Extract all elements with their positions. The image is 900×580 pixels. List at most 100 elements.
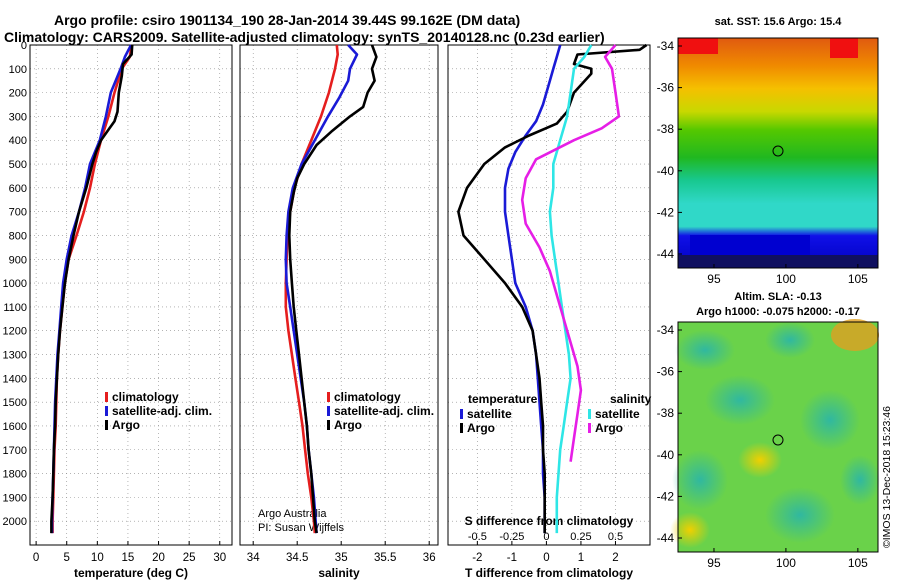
x-tick-label: 0 [543, 552, 549, 564]
y-tick-label: 1600 [3, 421, 27, 433]
y-tick-label: 1300 [3, 350, 27, 362]
x2-tick-label: 0 [543, 531, 549, 543]
x-tick-label: 5 [64, 552, 70, 564]
plot-frame [239, 44, 439, 546]
legend-label: climatology [334, 390, 401, 404]
annotation-line-1: Argo Australia [258, 508, 327, 520]
legend-swatch [105, 392, 108, 402]
y-tick-label: 900 [9, 254, 27, 266]
x-tick-label: 20 [152, 552, 165, 564]
map-y-tick-label: -44 [657, 247, 675, 261]
y-tick-label: 1500 [3, 397, 27, 409]
sst-map-title: sat. SST: 15.6 Argo: 15.4 [715, 16, 843, 28]
legend-label: Argo [334, 418, 362, 432]
legend-label: climatology [112, 390, 179, 404]
annotation-line-2: PI: Susan Wijffels [258, 522, 344, 534]
sla-map-frame [677, 321, 879, 553]
x-tick-label: -2 [472, 552, 482, 564]
series-line-argo [50, 44, 134, 534]
y-tick-label: 200 [9, 88, 27, 100]
panel-salinity: 34 34.5 35 35.5 36 salinity climatologysatelli… [239, 44, 439, 580]
sla-blob [738, 442, 782, 478]
map-y-tick-label: -42 [657, 489, 675, 503]
x-axis-label: temperature (deg C) [74, 566, 188, 580]
x-tick-label: 10 [91, 552, 104, 564]
y-tick-label: 1400 [3, 373, 27, 385]
sst-field [678, 38, 878, 268]
series-line-temperature-argo [457, 43, 648, 534]
title-line-2: Climatology: CARS2009. Satellite-adjuste… [4, 29, 605, 45]
x-tick-label: 2 [612, 552, 618, 564]
legend-swatch [105, 406, 108, 416]
legend-label: Argo [467, 421, 495, 435]
legend-title-salinity: salinity [610, 392, 652, 406]
y-tick-label: 0 [21, 40, 27, 52]
y-tick-label: 2000 [3, 516, 27, 528]
y-tick-label: 100 [9, 64, 27, 76]
y-tick-label: 1000 [3, 278, 27, 290]
legend-swatch [588, 409, 591, 419]
x-tick-label: 1 [578, 552, 584, 564]
x-tick-label: 34.5 [286, 552, 308, 564]
legend-label: satellite-adj. clim. [334, 404, 434, 418]
copyright-stamp: ©IMOS 13-Dec-2018 15:23:46 [881, 406, 893, 548]
legend-swatch [327, 406, 330, 416]
sst-map-frame [677, 37, 879, 269]
x-tick-label: 25 [183, 552, 196, 564]
map-y-tick-label: -38 [657, 122, 675, 136]
y-tick-label: 300 [9, 111, 27, 123]
y-tick-label: 1200 [3, 326, 27, 338]
sla-blob [840, 455, 880, 505]
sla-blob [765, 322, 815, 358]
sla-blob [800, 390, 860, 450]
panel-temperature: 0 5 10 15 20 25 300100200300400500600700800900… [3, 40, 233, 580]
x-tick-label: 0 [33, 552, 39, 564]
x-tick-label: 15 [122, 552, 135, 564]
series-line-salinity-argo [520, 44, 621, 462]
sst-cold-patch [690, 235, 810, 255]
sla-blob [670, 512, 710, 548]
legend-label: Argo [112, 418, 140, 432]
legend-label: satellite [467, 407, 512, 421]
x-tick-label: 35.5 [374, 552, 396, 564]
map-x-tick-label: 100 [776, 556, 796, 570]
x2-tick-label: -0.5 [468, 531, 487, 543]
sla-blob [675, 330, 735, 370]
sst-map: sat. SST: 15.6 Argo: 15.4 95 100 105 -34 -36… [657, 16, 879, 286]
map-y-tick-label: -38 [657, 406, 675, 420]
sla-blob [672, 450, 728, 510]
map-y-tick-label: -34 [657, 323, 675, 337]
series-line-temperature-satellite [503, 44, 562, 534]
sla-blob [765, 487, 835, 543]
argo-location-marker [772, 434, 784, 446]
sla-map: Altim. SLA: -0.13 Argo h1000: -0.075 h20… [657, 291, 880, 570]
plot-frame [447, 44, 651, 546]
map-x-tick-label: 100 [776, 272, 796, 286]
legend-swatch [460, 409, 463, 419]
sla-blob [831, 319, 879, 351]
y-tick-label: 1700 [3, 445, 27, 457]
panel-differences: -2 -1 0 1 2 T difference from climatology S di… [447, 43, 652, 580]
map-y-tick-label: -40 [657, 164, 675, 178]
sla-map-title-2: Argo h1000: -0.075 h2000: -0.17 [696, 306, 860, 318]
map-x-tick-label: 105 [848, 272, 868, 286]
x2-tick-label: 0.5 [608, 531, 623, 543]
map-y-tick-label: -40 [657, 448, 675, 462]
map-x-tick-label: 105 [848, 556, 868, 570]
map-x-tick-label: 95 [707, 556, 721, 570]
map-x-tick-label: 95 [707, 272, 721, 286]
map-y-tick-label: -36 [657, 81, 675, 95]
sst-cold-edge [678, 255, 878, 268]
legend-label: satellite-adj. clim. [112, 404, 212, 418]
x-tick-label: 30 [213, 552, 226, 564]
x2-tick-label: 0.25 [570, 531, 591, 543]
plot-frame [29, 44, 233, 546]
series-line-argo [288, 44, 378, 534]
legend-swatch [460, 423, 463, 433]
sla-map-title-1: Altim. SLA: -0.13 [734, 291, 821, 303]
legend-swatch [327, 420, 330, 430]
x-tick-label: 35 [335, 552, 348, 564]
legend-swatch [105, 420, 108, 430]
legend-swatch [588, 423, 591, 433]
map-y-tick-label: -44 [657, 531, 675, 545]
